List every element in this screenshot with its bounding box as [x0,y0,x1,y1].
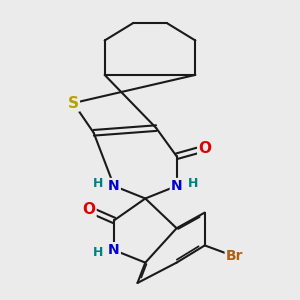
Text: H: H [188,177,198,190]
Text: N: N [108,243,120,257]
Text: N: N [171,179,182,193]
Text: O: O [198,141,211,156]
Text: S: S [68,96,79,111]
Text: H: H [93,246,103,259]
Text: N: N [108,179,120,193]
Text: O: O [82,202,95,217]
Text: Br: Br [226,249,243,263]
Text: H: H [93,177,103,190]
